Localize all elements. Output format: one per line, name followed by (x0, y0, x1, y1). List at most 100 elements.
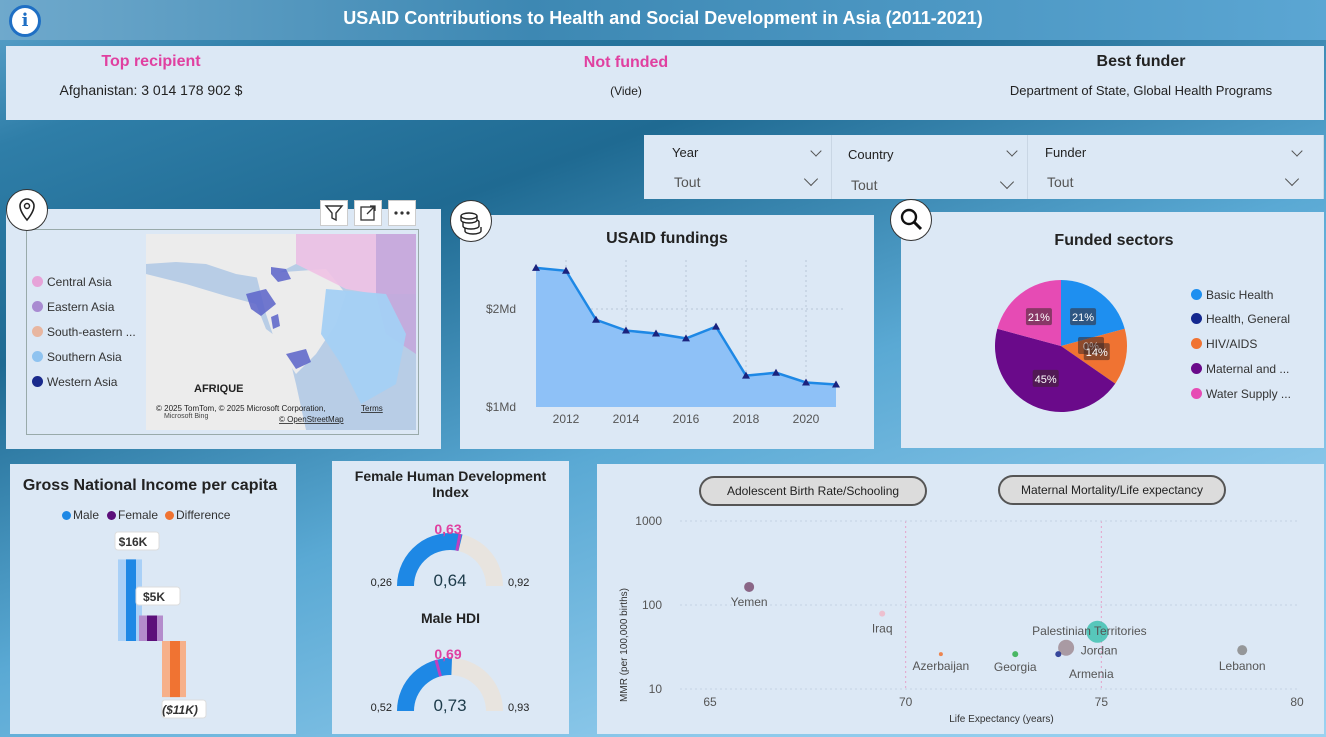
legend-item[interactable]: Eastern Asia (32, 300, 114, 314)
filter-icon[interactable] (320, 200, 348, 226)
legend-item[interactable]: Female (107, 508, 158, 522)
coins-icon[interactable] (450, 200, 492, 242)
bar-label: $16K (114, 531, 160, 551)
map-bing-logo: Microsoft Bing (164, 413, 208, 420)
x-tick-label: 75 (1095, 695, 1109, 709)
funder-slicer-value[interactable]: Tout (1047, 174, 1074, 190)
header-bar: i USAID Contributions to Health and Soci… (0, 0, 1326, 40)
pie-label: 21% (1025, 308, 1052, 326)
southern-asia-region (321, 289, 406, 404)
country-slicer[interactable]: Country Tout (832, 135, 1028, 199)
legend-item[interactable]: Western Asia (32, 375, 117, 389)
bar-label: ($11K) (161, 699, 207, 719)
scatter-point (1237, 645, 1248, 656)
legend-item[interactable]: Male (62, 508, 99, 522)
data-point (742, 371, 750, 379)
point-label: Jordan (1081, 644, 1118, 658)
data-point (682, 334, 690, 342)
chevron-down-icon[interactable] (1006, 145, 1018, 157)
data-point (562, 266, 570, 274)
pie-label-bg (1032, 369, 1059, 387)
legend-item[interactable]: Central Asia (32, 275, 112, 289)
gauge-target-label: 0,69 (434, 646, 461, 662)
map-canvas[interactable]: AFRIQUE © 2025 TomTom, © 2025 Microsoft … (146, 234, 416, 430)
chevron-down-icon[interactable] (999, 174, 1015, 190)
year-slicer-value[interactable]: Tout (674, 174, 701, 190)
selection-frame (26, 229, 419, 435)
legend-dot (32, 301, 43, 312)
scatter-point (744, 581, 755, 592)
data-point (652, 329, 660, 337)
map-pin-icon[interactable] (6, 189, 48, 231)
gauge-min-label: 0,52 (371, 702, 392, 714)
sectors-pie-chart[interactable]: 21%0%14%45%21% (981, 266, 1141, 426)
sectors-panel: Funded sectors 21%0%14%45%21% Basic Heal… (901, 212, 1324, 448)
legend-item[interactable]: Difference (165, 508, 230, 522)
info-icon[interactable]: i (9, 5, 41, 37)
bar-label-text: $5K (143, 590, 165, 604)
legend-item[interactable]: Health, General (1191, 312, 1290, 326)
pie-label: 21% (1070, 308, 1097, 326)
data-point (592, 315, 600, 323)
pie-label-bg (1025, 308, 1052, 326)
legend-dot (32, 276, 43, 287)
year-slicer[interactable]: Year Tout (644, 135, 832, 199)
legend-item[interactable]: South-eastern ... (32, 325, 136, 339)
legend-item[interactable]: HIV/AIDS (1191, 337, 1257, 351)
legend-dot (32, 351, 43, 362)
country-slicer-value[interactable]: Tout (851, 177, 878, 193)
more-options-icon[interactable] (388, 200, 416, 226)
land-europe (146, 234, 296, 279)
female-hdi-gauge[interactable]: 0,64 0,63 0,26 0,92 (332, 511, 569, 601)
best-funder-value: Department of State, Global Health Progr… (1009, 83, 1273, 98)
scatter-point (1058, 639, 1075, 656)
legend-item[interactable]: Maternal and ... (1191, 362, 1289, 376)
data-point (622, 326, 630, 334)
legend-item[interactable]: Southern Asia (32, 350, 122, 364)
male-hdi-gauge[interactable]: 0,73 0,69 0,52 0,93 (332, 636, 569, 726)
gauge-max-label: 0,92 (508, 577, 529, 589)
legend-label: Southern Asia (47, 350, 122, 364)
search-icon[interactable] (890, 199, 932, 241)
legend-label: Water Supply ... (1206, 387, 1291, 401)
gauge-fill (397, 533, 463, 586)
funder-slicer-title: Funder (1045, 145, 1087, 160)
western-asia-region (271, 267, 291, 282)
adolescent-birth-rate-button[interactable]: Adolescent Birth Rate/Schooling (699, 476, 927, 506)
point-label: Armenia (1069, 667, 1114, 681)
pie-label: 14% (1083, 343, 1110, 361)
chevron-down-icon[interactable] (1284, 171, 1300, 187)
legend-label: Male (73, 508, 100, 522)
map-terms-link[interactable]: Terms (361, 404, 383, 413)
funder-slicer[interactable]: Funder Tout (1028, 135, 1324, 199)
search-icon-glyph (900, 208, 923, 231)
fundings-chart[interactable]: $2Md $1Md 2012 2014 2016 2018 2020 (460, 215, 874, 449)
legend-label: Female (118, 508, 159, 522)
map-osm-link[interactable]: © OpenStreetMap (279, 415, 344, 424)
focus-mode-icon[interactable] (354, 200, 382, 226)
best-funder-label: Best funder (1096, 53, 1186, 70)
pie-label-bg (1083, 343, 1110, 361)
point-label: Yemen (731, 595, 768, 609)
legend-item[interactable]: Basic Health (1191, 288, 1273, 302)
legend-item[interactable]: Water Supply ... (1191, 387, 1291, 401)
pie-label-bg (1070, 308, 1097, 326)
gauge-target (455, 533, 462, 551)
chevron-down-icon[interactable] (810, 145, 822, 157)
kpi-panel: Top recipient Afghanistan: 3 014 178 902… (6, 46, 1324, 120)
bar (126, 559, 136, 641)
bar-label-bg (114, 531, 160, 551)
legend-dot (32, 326, 43, 337)
x-tick-label: 2020 (793, 412, 820, 426)
gni-bar-chart[interactable]: $16K $5K ($11K) (10, 524, 296, 734)
data-point (532, 263, 540, 271)
x-tick-label: 2014 (613, 412, 640, 426)
scatter-chart[interactable]: 1000 100 10 65 70 75 80 Life Expectancy (years)… (597, 504, 1324, 734)
pie-label: 45% (1032, 369, 1059, 387)
x-tick-label: 80 (1290, 695, 1304, 709)
x-axis-label: Life Expectancy (years) (949, 714, 1054, 725)
chevron-down-icon[interactable] (1291, 145, 1303, 157)
maternal-mortality-button[interactable]: Maternal Mortality/Life expectancy (998, 475, 1226, 505)
chevron-down-icon[interactable] (803, 171, 819, 187)
data-point (772, 368, 780, 376)
